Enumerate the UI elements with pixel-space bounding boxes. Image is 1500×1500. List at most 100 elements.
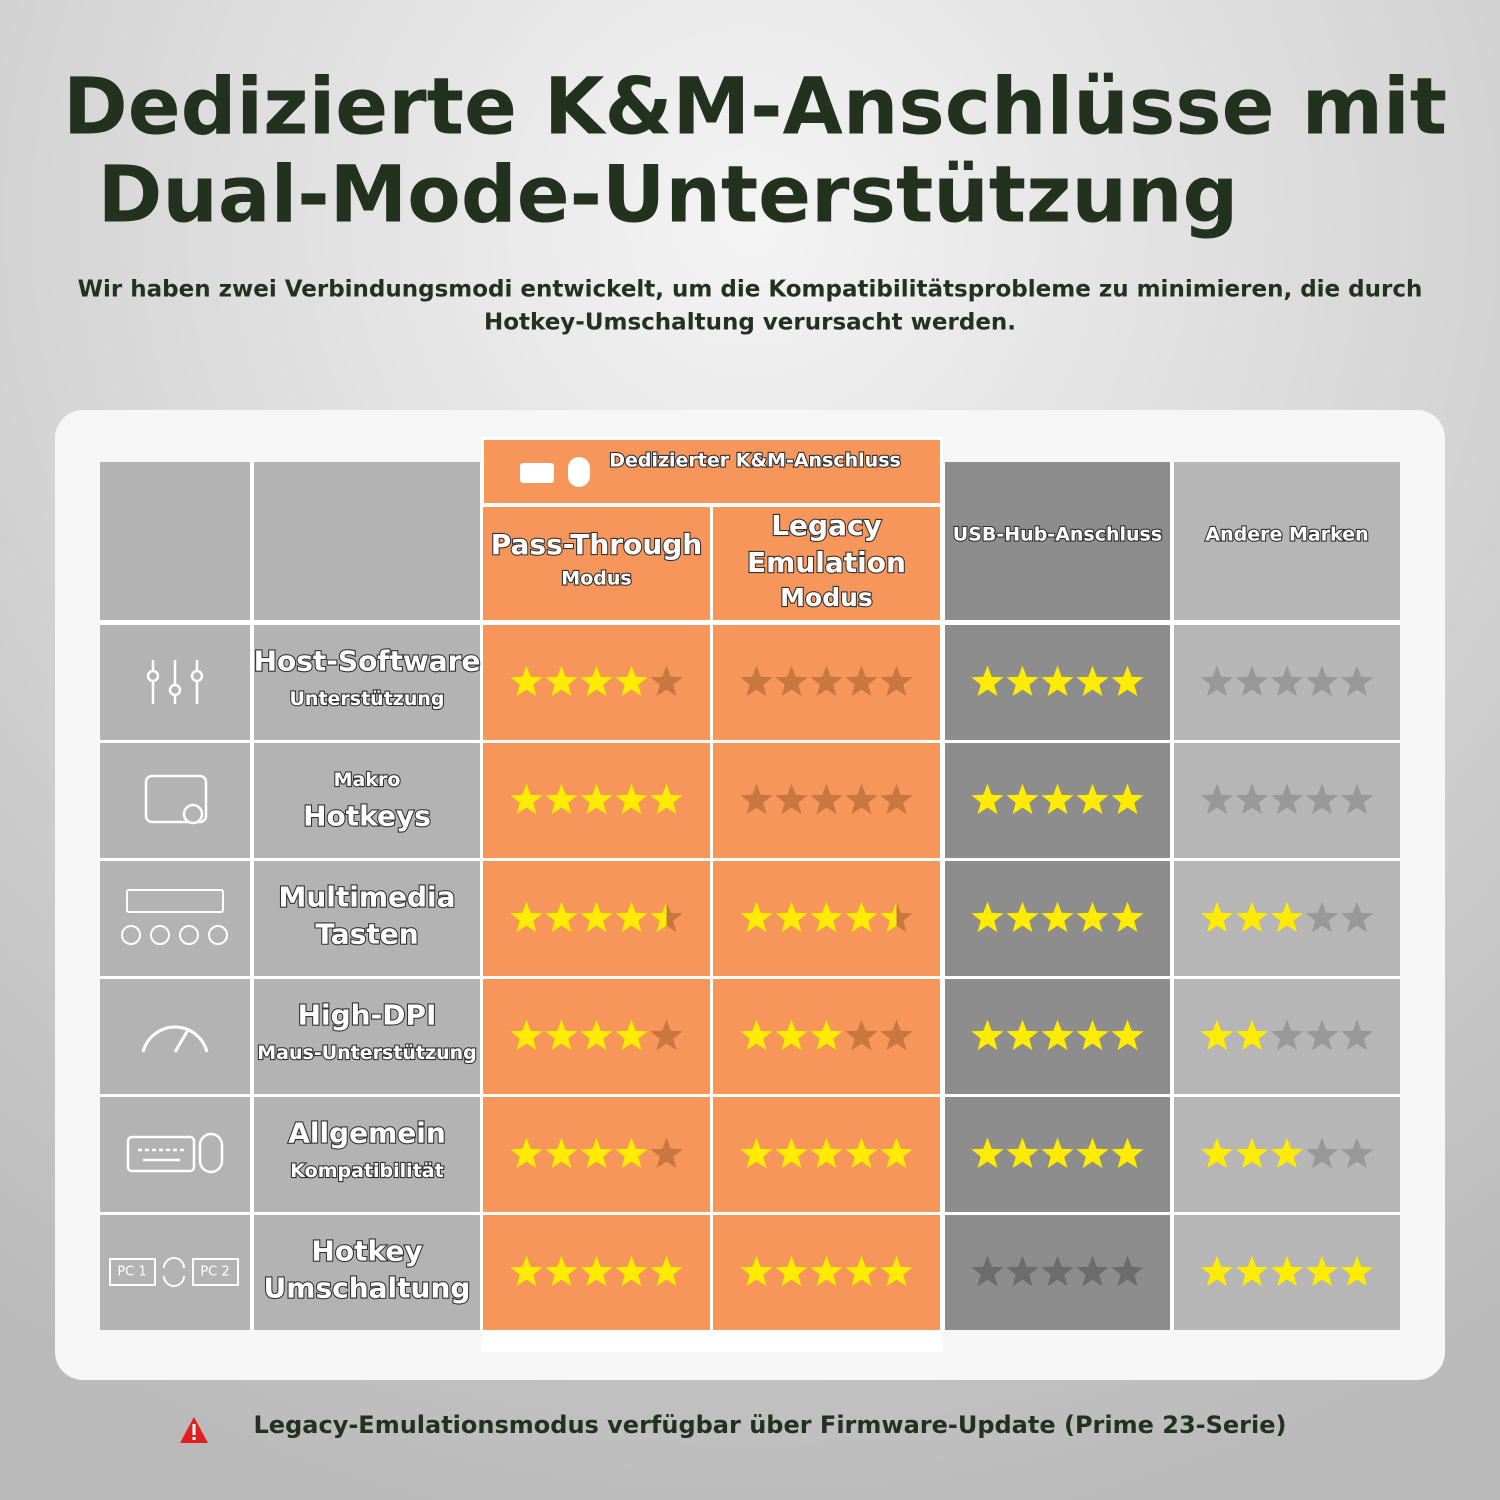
star-empty [740, 665, 773, 697]
column-header: USB-Hub-Anschluss [953, 524, 1162, 546]
star-filled [510, 783, 543, 815]
star-filled [510, 665, 543, 697]
star-empty [971, 1255, 1004, 1287]
star-filled [1305, 1255, 1339, 1287]
star-filled [845, 901, 878, 933]
star-filled [740, 1137, 773, 1169]
star-filled [775, 1255, 808, 1287]
star-rating [740, 665, 913, 697]
star-filled [740, 901, 773, 933]
star-filled [545, 1255, 578, 1287]
star-rating [1200, 665, 1374, 697]
row-label: Host-Software [254, 645, 481, 678]
subtitle-line: Hotkey-Umschaltung verursacht werden. [484, 310, 1016, 336]
star-empty [1270, 665, 1304, 697]
star-rating [1200, 1255, 1374, 1287]
star-empty [1340, 665, 1374, 697]
row-icon [109, 1257, 239, 1287]
row-icon [141, 1025, 209, 1053]
star-filled [1270, 1255, 1304, 1287]
star-empty [650, 1137, 683, 1169]
keyboard-mini-icon [520, 457, 590, 487]
star-empty [1340, 783, 1374, 815]
star-empty [1111, 1255, 1144, 1287]
star-empty [1006, 1255, 1039, 1287]
star-filled [1111, 665, 1144, 697]
star-empty [1076, 1255, 1109, 1287]
star-filled [580, 1255, 613, 1287]
star-filled [1006, 901, 1039, 933]
column-header: Modus [780, 583, 873, 612]
row-label: Hotkey [311, 1235, 422, 1268]
column-header: Legacy [771, 509, 882, 542]
star-filled [971, 901, 1004, 933]
star-filled [545, 665, 578, 697]
star-filled [510, 1019, 543, 1051]
table-cell [100, 1215, 250, 1330]
star-empty [740, 783, 773, 815]
star-filled [1076, 783, 1109, 815]
star-filled [1270, 901, 1304, 933]
table-cell [100, 462, 250, 620]
star-rating [510, 783, 683, 815]
row-label: Tasten [315, 918, 418, 951]
row-label: High-DPI [298, 999, 437, 1032]
star-filled [1006, 783, 1039, 815]
row-icon [126, 1132, 224, 1174]
star-filled [1235, 1137, 1269, 1169]
table-cell [254, 625, 480, 740]
row-label: Kompatibilität [290, 1160, 443, 1182]
table-cell [1174, 462, 1400, 620]
table: Dedizierter K&M-Anschluss Pass-Through Mod… [100, 437, 1400, 1352]
star-filled [1200, 1019, 1234, 1051]
star-filled [1076, 1019, 1109, 1051]
star-empty [1305, 783, 1339, 815]
table-cell [713, 507, 940, 620]
star-empty [650, 1019, 683, 1051]
star-rating [740, 1019, 913, 1051]
star-filled [1041, 665, 1074, 697]
table-cell [100, 743, 250, 858]
icon-label: PC 2 [200, 1265, 229, 1280]
star-filled [1041, 783, 1074, 815]
star-filled [545, 1137, 578, 1169]
star-filled [971, 783, 1004, 815]
star-empty [650, 665, 683, 697]
star-empty [1200, 783, 1234, 815]
star-filled [1200, 1255, 1234, 1287]
star-filled [810, 1019, 843, 1051]
star-filled [1006, 665, 1039, 697]
star-rating [971, 1019, 1144, 1051]
star-rating [1200, 1137, 1374, 1169]
column-header: Modus [561, 568, 631, 590]
star-filled [580, 1019, 613, 1051]
star-filled [1076, 665, 1109, 697]
star-filled [615, 901, 648, 933]
group-header-cell [484, 440, 940, 503]
column-header: Pass-Through [491, 528, 703, 561]
row-label: Unterstützung [289, 688, 444, 710]
star-filled [740, 1019, 773, 1051]
table-cell [945, 462, 1170, 620]
star-filled [1041, 1019, 1074, 1051]
star-empty [1340, 901, 1374, 933]
star-filled [580, 1137, 613, 1169]
star-filled [740, 1255, 773, 1287]
title-line: Dedizierte K&M-Anschlüsse mit [63, 62, 1447, 152]
star-empty [1305, 1137, 1339, 1169]
table-cell [100, 1097, 250, 1212]
star-filled [510, 1137, 543, 1169]
star-filled [545, 901, 578, 933]
star-filled [615, 1255, 648, 1287]
star-filled [1340, 1255, 1374, 1287]
star-rating [510, 1255, 683, 1287]
star-empty [810, 783, 843, 815]
star-filled [650, 901, 667, 933]
star-filled [845, 1137, 878, 1169]
star-empty [1235, 783, 1269, 815]
star-filled [1235, 1255, 1269, 1287]
star-filled [971, 1019, 1004, 1051]
star-filled [545, 783, 578, 815]
star-empty [880, 1019, 913, 1051]
star-rating [971, 665, 1144, 697]
